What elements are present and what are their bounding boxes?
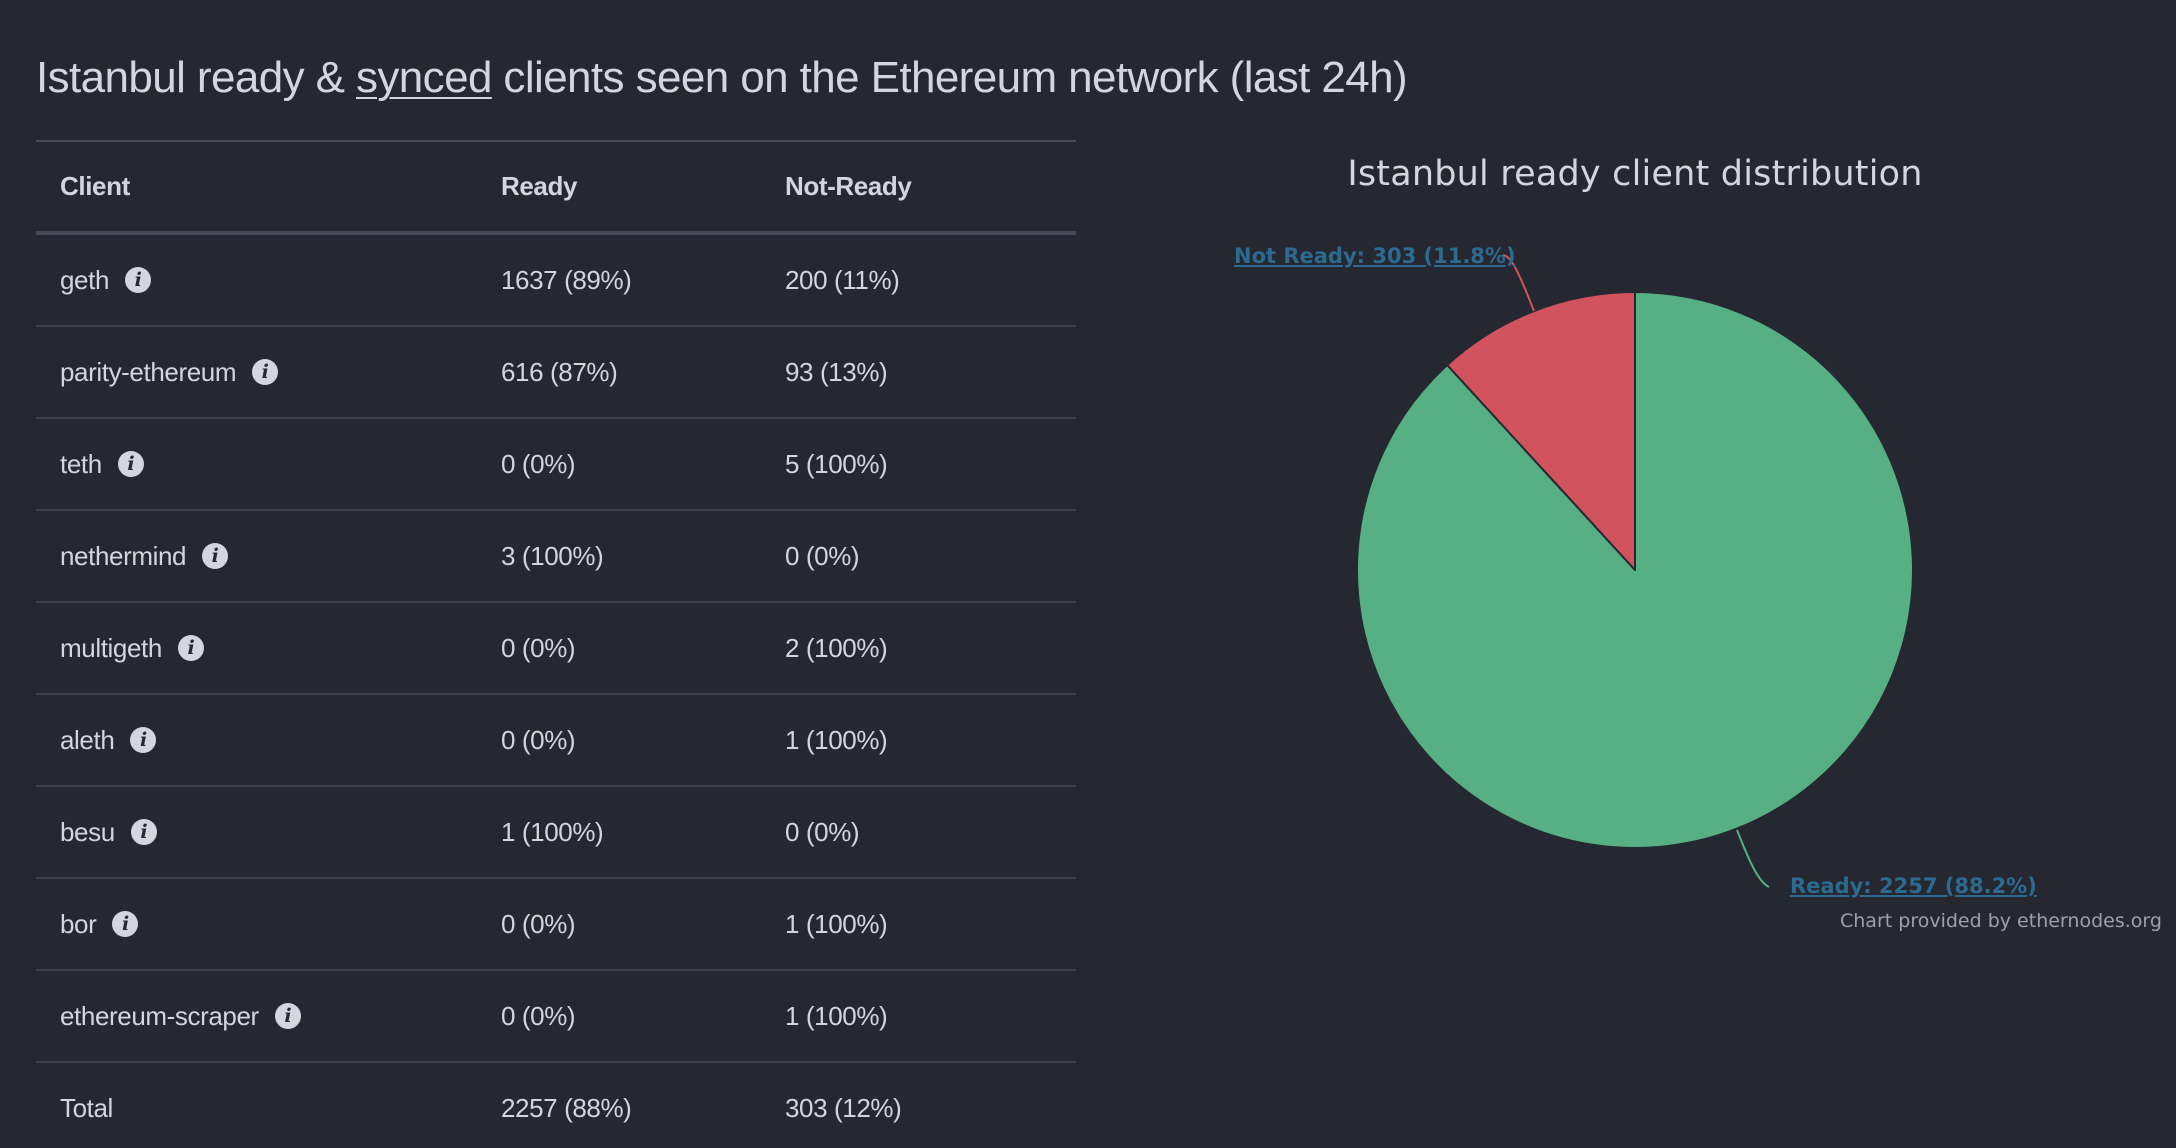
client-name: aleth (60, 724, 115, 755)
client-cell: aleth i (36, 694, 501, 787)
table-row: teth i 0 (0%) 5 (100%) (36, 418, 1076, 511)
client-cell: teth i (36, 418, 501, 511)
client-name: parity-ethereum (60, 356, 237, 387)
header-client: Client (36, 141, 501, 235)
info-icon[interactable]: i (177, 635, 204, 661)
client-cell: ethereum-scraper i (36, 970, 501, 1063)
total-not-ready: 303 (12%) (785, 1092, 902, 1123)
total-label: Total (60, 1092, 113, 1123)
title-part-2: clients seen on the Ethereum network (la… (491, 53, 1408, 102)
client-cell: besu i (36, 786, 501, 879)
info-icon[interactable]: i (125, 267, 152, 293)
chart-credits-link[interactable]: Chart provided by ethernodes.org (1840, 910, 2162, 932)
not-ready-cell: 1 (100%) (785, 970, 1076, 1063)
ready-cell: 1637 (89%) (501, 233, 785, 327)
client-cell: bor i (36, 878, 501, 971)
client-cell: geth i (36, 233, 501, 327)
title-part-1: Istanbul ready & (36, 53, 356, 102)
ready-cell: 616 (87%) (501, 326, 785, 419)
not-ready-cell: 1 (100%) (785, 694, 1076, 787)
ready-cell: 0 (0%) (501, 878, 785, 971)
pie-chart: Istanbul ready client distribution Not R… (1180, 120, 2176, 960)
info-icon[interactable]: i (112, 911, 139, 937)
not-ready-cell: 0 (0%) (785, 786, 1076, 879)
ready-cell: 0 (0%) (501, 602, 785, 695)
client-name: multigeth (60, 632, 162, 663)
table-header-row: Client Ready Not-Ready (36, 141, 1076, 235)
table-row: geth i 1637 (89%) 200 (11%) (36, 233, 1076, 327)
pie-slice-not-ready[interactable] (1446, 291, 1636, 571)
page-title: Istanbul ready & synced clients seen on … (36, 50, 1408, 106)
info-icon[interactable]: i (252, 359, 279, 385)
leader-line-ready (1736, 829, 1770, 888)
ready-cell: 1 (100%) (501, 786, 785, 879)
client-name: geth (60, 264, 110, 295)
client-cell: multigeth i (36, 602, 501, 695)
total-row: Total 2257 (88%) 303 (12%) (36, 1062, 1076, 1148)
label-ready[interactable]: Ready: 2257 (88.2%) (1790, 874, 2037, 898)
info-icon[interactable]: i (130, 819, 157, 845)
client-cell: nethermind i (36, 510, 501, 603)
chart-title: Istanbul ready client distribution (1347, 154, 1923, 194)
header-not-ready: Not-Ready (785, 141, 1076, 235)
not-ready-cell: 0 (0%) (785, 510, 1076, 603)
table-row: bor i 0 (0%) 1 (100%) (36, 878, 1076, 971)
client-name: besu (60, 816, 115, 847)
info-icon[interactable]: i (274, 1003, 301, 1029)
table-row: nethermind i 3 (100%) 0 (0%) (36, 510, 1076, 603)
client-name: teth (60, 448, 102, 479)
not-ready-cell: 2 (100%) (785, 602, 1076, 695)
header-ready: Ready (501, 141, 785, 235)
leader-line-not-ready (1502, 254, 1535, 312)
ready-cell: 0 (0%) (501, 970, 785, 1063)
total-ready: 2257 (88%) (501, 1092, 632, 1123)
table-row: ethereum-scraper i 0 (0%) 1 (100%) (36, 970, 1076, 1063)
table-row: parity-ethereum i 616 (87%) 93 (13%) (36, 326, 1076, 419)
client-name: nethermind (60, 540, 187, 571)
table-row: besu i 1 (100%) 0 (0%) (36, 786, 1076, 879)
table-row: aleth i 0 (0%) 1 (100%) (36, 694, 1076, 787)
ready-cell: 0 (0%) (501, 418, 785, 511)
synced-link[interactable]: synced (356, 53, 492, 102)
ready-cell: 3 (100%) (501, 510, 785, 603)
info-icon[interactable]: i (117, 451, 144, 477)
info-icon[interactable]: i (202, 543, 229, 569)
table-row: multigeth i 0 (0%) 2 (100%) (36, 602, 1076, 695)
not-ready-cell: 200 (11%) (785, 233, 1076, 327)
pie-svg (1356, 254, 1914, 888)
client-name: ethereum-scraper (60, 1000, 259, 1031)
ready-cell: 0 (0%) (501, 694, 785, 787)
not-ready-cell: 1 (100%) (785, 878, 1076, 971)
client-name: bor (60, 908, 97, 939)
info-icon[interactable]: i (130, 727, 157, 753)
client-cell: parity-ethereum i (36, 326, 501, 419)
clients-table: Client Ready Not-Ready geth i 1637 (89%) … (36, 140, 1076, 1148)
not-ready-cell: 93 (13%) (785, 326, 1076, 419)
not-ready-cell: 5 (100%) (785, 418, 1076, 511)
label-not-ready[interactable]: Not Ready: 303 (11.8%) (1234, 244, 1516, 268)
